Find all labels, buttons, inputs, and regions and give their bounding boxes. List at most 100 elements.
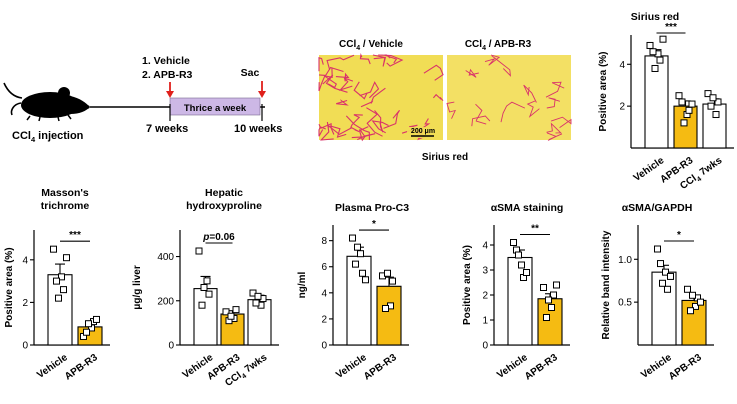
micrograph-left-title: CCl4 / Vehicle	[339, 39, 403, 52]
y-axis-label: Positive area (%)	[4, 247, 15, 327]
chart-title: Sirius red	[631, 11, 679, 23]
data-point	[662, 268, 669, 276]
data-point	[656, 56, 664, 64]
y-tick-label: 2	[482, 291, 488, 302]
chart-title: Plasma Pro-C3	[335, 202, 409, 214]
data-point	[53, 277, 60, 285]
start-week-label: 7 weeks	[146, 123, 188, 135]
bar	[702, 103, 727, 149]
sac-label: Sac	[241, 67, 260, 79]
y-tick-label: 0	[168, 341, 174, 352]
data-point	[697, 298, 704, 306]
data-point	[540, 284, 547, 291]
micrographs: CCl4 / Vehicle CCl4 / APB-R3 200 μm Siri…	[318, 39, 572, 163]
experiment-schematic: CCl4 injection Thrice a week 1. Vehicle …	[3, 55, 282, 144]
chart-title: trichrome	[41, 200, 90, 212]
data-point	[352, 260, 359, 268]
category-label: APB-R3	[667, 352, 704, 383]
data-point	[203, 277, 211, 285]
y-tick-label: 4	[321, 288, 327, 299]
category-label: APB-R3	[362, 352, 399, 383]
treatment-start-arrow-icon	[166, 82, 174, 98]
significance-label: *	[372, 219, 376, 230]
y-tick-label: 0	[321, 341, 327, 352]
data-point	[198, 301, 206, 309]
significance-label: p=0.06	[202, 232, 235, 243]
treatment-1-label: 1. Vehicle	[142, 55, 190, 67]
y-tick-label: 400	[157, 252, 174, 263]
data-point	[357, 250, 364, 258]
y-tick-label: 2	[321, 314, 327, 325]
chart-title: Hepatic	[205, 187, 243, 199]
y-axis-label: Positive area (%)	[598, 51, 609, 131]
data-point	[384, 269, 391, 277]
data-point	[205, 290, 213, 298]
y-axis-label: μg/g liver	[132, 265, 143, 310]
significance-label: ***	[69, 230, 81, 241]
y-axis-label: Positive area (%)	[462, 245, 473, 325]
y-axis-label: Relative band intensity	[601, 230, 612, 339]
data-point	[675, 92, 683, 100]
y-tick-label: 1.0	[618, 255, 632, 266]
data-point	[680, 119, 688, 127]
bar	[47, 274, 73, 346]
data-point	[664, 285, 671, 293]
data-point	[382, 304, 389, 312]
data-point	[654, 245, 661, 253]
data-point	[688, 100, 696, 108]
data-point	[58, 273, 65, 281]
data-point	[523, 269, 530, 276]
data-point	[712, 111, 720, 119]
data-point	[684, 285, 691, 293]
mouse-icon	[3, 82, 90, 122]
data-point	[510, 239, 517, 246]
micrograph-apb-r3	[446, 54, 572, 142]
y-tick-label: 4	[482, 241, 488, 252]
injection-label: CCl4 injection	[12, 130, 84, 144]
data-point	[55, 294, 62, 302]
significance-label: ***	[665, 22, 677, 33]
y-tick-label: 4	[22, 255, 28, 266]
y-tick-label: 8	[321, 236, 327, 247]
significance-label: *	[677, 230, 681, 241]
data-point	[714, 98, 722, 106]
data-point	[667, 272, 674, 280]
y-tick-label: 2	[619, 102, 625, 113]
micrograph-right-title: CCl4 / APB-R3	[465, 39, 532, 52]
bar	[681, 299, 707, 346]
y-tick-label: 6	[321, 262, 327, 273]
data-point	[704, 90, 712, 98]
y-tick-label: 4	[619, 60, 625, 71]
data-point	[60, 286, 67, 294]
data-point	[685, 106, 693, 114]
chart-title: hydroxyproline	[186, 200, 262, 212]
data-point	[659, 35, 667, 43]
data-point	[232, 306, 240, 314]
significance-label: **	[531, 224, 539, 235]
data-point	[349, 234, 356, 242]
data-point	[222, 308, 230, 316]
data-point	[659, 279, 666, 287]
data-point	[692, 302, 699, 310]
micrograph-vehicle: 200 μm	[318, 53, 444, 142]
treatment-window-label: Thrice a week	[184, 103, 247, 114]
y-axis-label: ng/ml	[297, 271, 308, 298]
data-point	[553, 281, 560, 289]
data-point	[709, 94, 717, 102]
data-point	[93, 315, 100, 323]
data-point	[515, 251, 522, 259]
data-point	[200, 284, 208, 291]
scale-bar-label: 200 μm	[411, 128, 435, 135]
treatment-2-label: 2. APB-R3	[142, 69, 193, 81]
data-point	[550, 291, 557, 299]
sac-arrow-icon	[258, 81, 266, 98]
data-point	[252, 299, 260, 307]
data-point	[548, 304, 555, 311]
data-point	[50, 245, 57, 253]
y-tick-label: 0	[482, 341, 488, 352]
